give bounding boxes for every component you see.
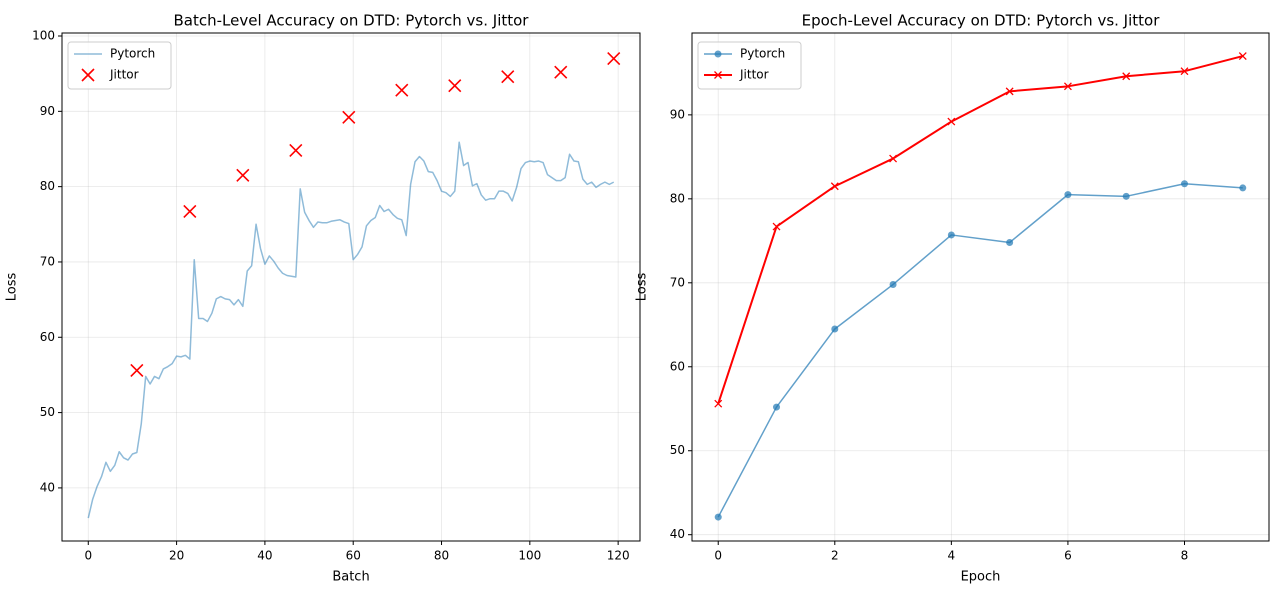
marker [1180,67,1189,76]
y-tick-label: 70 [670,275,685,289]
x-tick-label: 0 [84,549,92,563]
axes-frame [691,32,1270,542]
marker [554,65,568,79]
marker [1122,192,1130,200]
x-axis-label: Batch [332,570,369,585]
x-tick-label: 6 [1064,549,1072,563]
y-tick-label: 90 [40,104,55,118]
chart-title: Epoch-Level Accuracy on DTD: Pytorch vs.… [802,12,1161,30]
marker [1239,184,1247,192]
marker [81,68,95,82]
marker [947,117,956,126]
marker [236,168,250,182]
legend-label: Pytorch [740,47,785,61]
y-tick-label: 40 [40,480,55,494]
marker [1005,87,1014,96]
y-tick-label: 50 [40,405,55,419]
chart-title: Batch-Level Accuracy on DTD: Pytorch vs.… [174,12,530,30]
marker [289,143,303,158]
marker [714,399,723,408]
marker [501,70,515,84]
marker [889,280,897,288]
y-tick-label: 70 [40,254,55,268]
y-tick-label: 50 [670,443,685,457]
x-tick-label: 8 [1181,549,1189,563]
y-axis-label: Loss [5,273,20,302]
marker [183,204,197,219]
axes-frame [61,32,641,542]
x-tick-label: 0 [714,549,722,563]
marker [342,110,356,124]
x-tick-label: 60 [346,549,361,563]
marker [773,403,781,411]
x-tick-label: 80 [434,549,449,563]
x-tick-label: 100 [518,549,541,563]
x-axis-label: Epoch [961,570,1001,585]
marker [1122,72,1131,81]
y-tick-label: 60 [670,359,685,373]
marker [607,52,621,66]
marker [1180,180,1188,188]
y-axis-label: Loss [635,273,650,302]
series-line [717,182,1243,518]
legend-label: Pytorch [110,47,155,61]
marker [1063,82,1072,91]
marker [448,79,462,93]
marker [947,231,955,239]
marker [1006,238,1014,246]
series-line [87,141,615,519]
y-tick-label: 80 [40,179,55,193]
x-tick-label: 2 [831,549,839,563]
legend-label: Jittor [109,68,139,82]
x-tick-label: 40 [257,549,272,563]
y-tick-label: 60 [40,330,55,344]
y-tick-label: 40 [670,527,685,541]
y-tick-label: 90 [670,107,685,121]
y-tick-label: 100 [32,29,55,43]
marker [772,222,781,231]
marker [1064,191,1072,199]
x-tick-label: 4 [948,549,956,563]
marker [1238,52,1247,61]
marker [830,182,839,191]
y-tick-label: 80 [670,191,685,205]
marker [889,154,898,163]
marker [714,513,722,521]
legend-label: Jittor [739,68,769,82]
marker [714,71,722,79]
x-tick-label: 120 [607,549,630,563]
marker [395,83,409,97]
marker [714,50,722,58]
marker [831,325,839,333]
x-tick-label: 20 [169,549,184,563]
marker [130,363,144,377]
series-line [717,55,1244,405]
